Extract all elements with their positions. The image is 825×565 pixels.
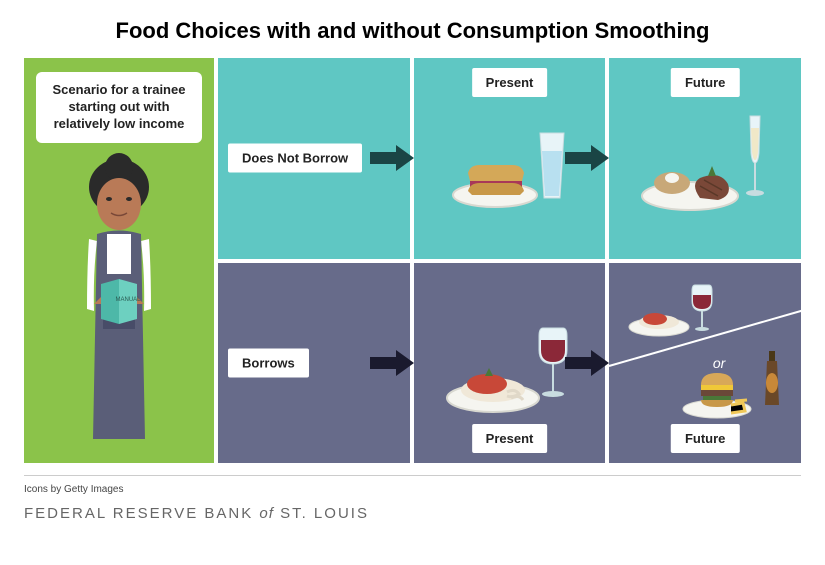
cell-borrows-future: or Future [609,263,801,464]
pasta-wine-small-icon [623,275,723,345]
cell-borrows-label: Borrows [218,263,410,464]
arrow-icon [565,348,609,378]
row-label-no-borrow: Does Not Borrow [228,144,362,173]
sidebar-panel: Scenario for a trainee starting out with… [24,58,214,463]
future-label: Future [671,68,739,97]
present-label: Present [472,68,548,97]
footer: Icons by Getty Images FEDERAL RESERVE BA… [24,475,801,522]
scenario-caption: Scenario for a trainee starting out with… [36,72,202,143]
cell-borrows-present: Present [414,263,606,464]
main-panels: Does Not Borrow Present Future [218,58,801,463]
bank-post: ST. LOUIS [274,505,369,522]
book-label: MANUAL [115,297,141,303]
bank-name: FEDERAL RESERVE BANK of ST. LOUIS [24,505,801,522]
arrow-icon [370,143,414,173]
bank-pre: FEDERAL RESERVE BANK [24,505,259,522]
future-label: Future [671,424,739,453]
row-label-borrows: Borrows [228,348,309,377]
cell-no-borrow-label: Does Not Borrow [218,58,410,259]
steak-champagne-icon [630,98,780,218]
pasta-wine-icon [435,298,585,428]
arrow-icon [565,143,609,173]
cell-no-borrow-future: Future [609,58,801,259]
trainee-person-icon: MANUAL [39,149,199,439]
cell-no-borrow-present: Present [414,58,606,259]
icon-credit: Icons by Getty Images [24,484,801,495]
infographic-grid: Scenario for a trainee starting out with… [24,58,801,463]
burger-beer-icon [673,345,793,425]
sandwich-water-icon [440,103,580,213]
arrow-icon [370,348,414,378]
row-no-borrow: Does Not Borrow Present Future [218,58,801,259]
page-title: Food Choices with and without Consumptio… [24,18,801,44]
row-borrows: Borrows Present [218,263,801,464]
bank-of: of [259,505,274,522]
present-label: Present [472,424,548,453]
